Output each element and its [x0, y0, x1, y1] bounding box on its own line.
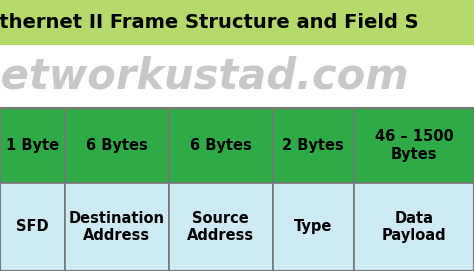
Bar	[0, 0, 474, 45]
Bar	[354, 108, 474, 183]
Text: 1 Byte: 1 Byte	[6, 138, 59, 153]
Text: SFD: SFD	[16, 220, 49, 234]
Bar	[354, 183, 474, 271]
Bar	[65, 108, 169, 183]
Bar	[0, 108, 474, 271]
Bar	[169, 183, 273, 271]
Text: networkustad.com: networkustad.com	[0, 56, 409, 98]
Bar	[0, 45, 474, 108]
Bar	[273, 108, 354, 183]
Bar	[0, 183, 65, 271]
Text: 2 Bytes: 2 Bytes	[283, 138, 344, 153]
Text: Ethernet II Frame Structure and Field S: Ethernet II Frame Structure and Field S	[0, 13, 419, 32]
Text: Destination
Address: Destination Address	[69, 211, 165, 243]
Text: 46 – 1500
Bytes: 46 – 1500 Bytes	[374, 130, 453, 162]
Text: Data
Payload: Data Payload	[382, 211, 446, 243]
Text: 6 Bytes: 6 Bytes	[190, 138, 252, 153]
Text: Type: Type	[294, 220, 332, 234]
Text: Source
Address: Source Address	[187, 211, 255, 243]
Bar	[273, 183, 354, 271]
Text: 6 Bytes: 6 Bytes	[86, 138, 148, 153]
Bar	[0, 108, 65, 183]
Bar	[65, 183, 169, 271]
Bar	[169, 108, 273, 183]
